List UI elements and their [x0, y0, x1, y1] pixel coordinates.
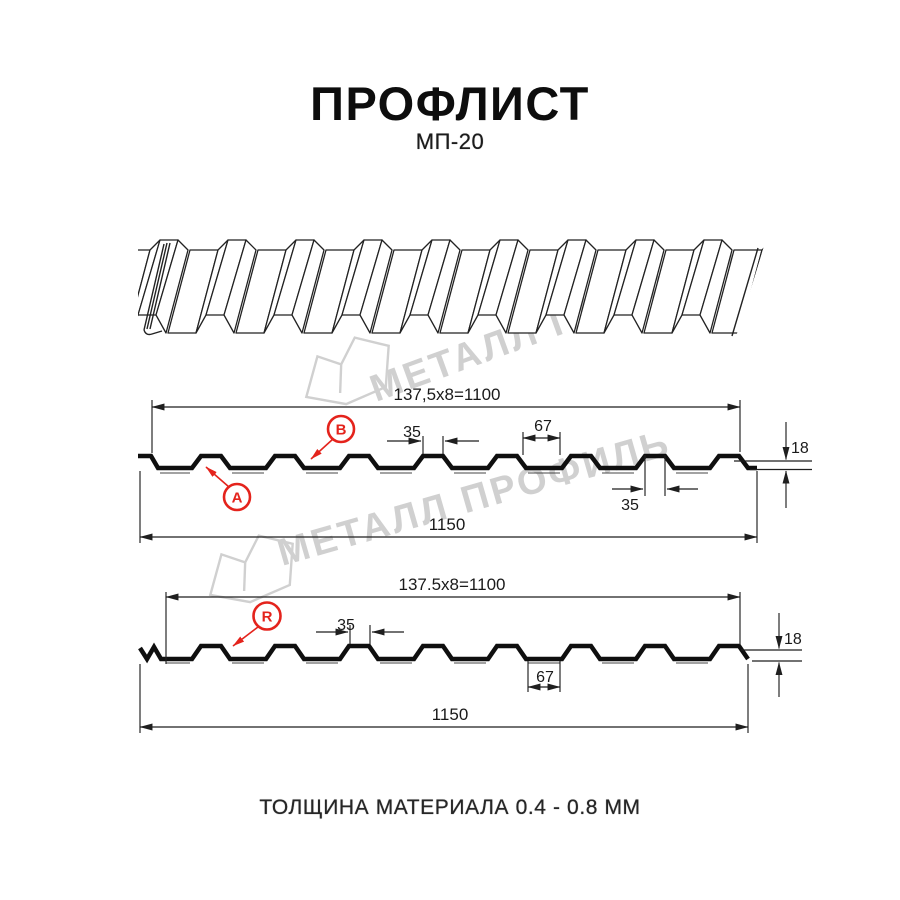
- dimension-lines: [139, 400, 812, 543]
- side-markers: B A: [205, 414, 356, 512]
- dim-label-overall: 1150: [432, 705, 469, 724]
- side-r-label: R: [262, 609, 273, 626]
- side-markers: R: [232, 601, 282, 647]
- dim-label-height: 18: [791, 440, 809, 457]
- profile-outline: [138, 642, 750, 664]
- sheet-cut-edges: [143, 242, 759, 337]
- dim-label-rib-top: 35: [403, 424, 421, 441]
- brand-watermark-text: МЕТАЛЛ ПРОФИЛЬ: [273, 422, 676, 575]
- side-r-marker: [252, 601, 282, 631]
- dim-label-rib-bottom: 35: [621, 497, 639, 514]
- side-b-label: B: [336, 422, 347, 439]
- profile-outline: [138, 453, 757, 471]
- dim-label-rib-top: 35: [337, 617, 355, 634]
- profile-section-r: 137.5x8=1100 1150 35 67 18 R: [138, 575, 802, 733]
- dim-label-overall: 1150: [429, 515, 466, 534]
- side-a-marker: [222, 482, 252, 512]
- side-a-label: A: [232, 490, 243, 507]
- dim-label-pitch: 137,5x8=1100: [394, 385, 501, 404]
- profile-section-a: 137,5x8=1100 1150 35 67 35 18 B A: [138, 385, 812, 543]
- dim-label-pitch: 137.5x8=1100: [399, 575, 506, 594]
- material-thickness-note: ТОЛЩИНА МАТЕРИАЛА 0.4 - 0.8 ММ: [259, 796, 641, 819]
- side-b-marker: [326, 414, 356, 444]
- sheet-3d-view: [138, 239, 764, 337]
- page-title: ПРОФЛИСТ: [310, 77, 590, 130]
- dim-label-valley: 67: [534, 418, 552, 435]
- dim-label-height: 18: [784, 631, 802, 648]
- dimension-lines: [139, 592, 802, 733]
- profile-model-label: МП-20: [415, 129, 485, 154]
- dim-label-valley: 67: [536, 669, 554, 686]
